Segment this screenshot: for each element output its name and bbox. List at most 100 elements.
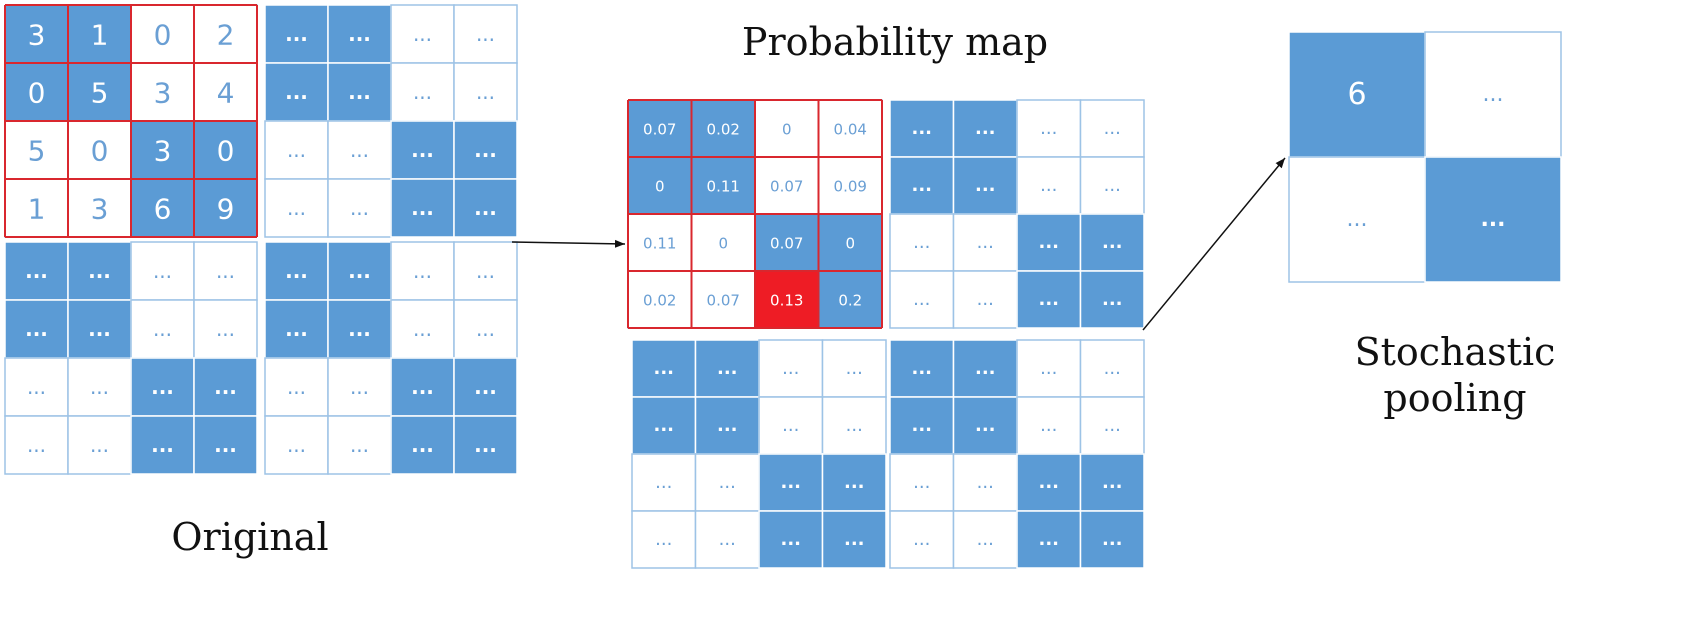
grid-cell	[453, 299, 518, 359]
pooled-cell	[1288, 156, 1426, 283]
placeholder-dots: ...	[90, 375, 109, 399]
pooled-cell	[1424, 156, 1562, 283]
placeholder-dots: ...	[153, 317, 172, 341]
probability-block: ........................................…	[631, 339, 887, 569]
placeholder-dots: ...	[151, 433, 174, 457]
cell-value: 0	[655, 178, 665, 196]
grid-cell	[758, 453, 824, 512]
grid-cell	[390, 178, 455, 238]
placeholder-dots: ...	[653, 358, 674, 379]
placeholder-dots: ...	[911, 118, 932, 139]
grid-cell	[390, 415, 455, 475]
grid-cell	[821, 510, 887, 569]
grid-cell	[327, 62, 392, 122]
cell-value: 3	[154, 77, 172, 110]
placeholder-dots: ...	[1038, 529, 1059, 550]
grid-cell	[627, 270, 693, 329]
cell-value: 4	[217, 77, 235, 110]
placeholder-dots: ...	[413, 259, 432, 283]
placeholder-dots: ...	[1102, 289, 1123, 310]
grid-cell	[67, 357, 132, 417]
grid-cell	[453, 178, 518, 238]
arrows	[511, 157, 1286, 331]
placeholder-dots: ...	[476, 80, 495, 104]
cell-value: 0.07	[707, 292, 740, 310]
placeholder-dots: ...	[1483, 82, 1504, 107]
placeholder-dots: ...	[913, 232, 930, 253]
placeholder-dots: ...	[350, 375, 369, 399]
cell-value: 0	[718, 235, 728, 253]
placeholder-dots: ...	[719, 472, 736, 493]
cell-value: 0.2	[838, 292, 862, 310]
placeholder-dots: ...	[844, 529, 865, 550]
placeholder-dots: ...	[25, 317, 48, 341]
original-block: ........................................…	[264, 4, 518, 238]
arrow-original-to-probability	[511, 239, 626, 248]
placeholder-dots: ...	[27, 433, 46, 457]
placeholder-dots: ...	[1104, 118, 1121, 139]
placeholder-dots: ...	[348, 259, 371, 283]
grid-cell	[453, 4, 518, 64]
cell-value: 3	[154, 135, 172, 168]
placeholder-dots: ...	[975, 175, 996, 196]
placeholder-dots: ...	[655, 529, 672, 550]
placeholder-dots: ...	[348, 22, 371, 46]
grid-cell	[1079, 213, 1145, 272]
grid-cell	[758, 510, 824, 569]
placeholder-dots: ...	[350, 433, 369, 457]
grid-cell	[694, 510, 760, 569]
grid-cell	[1079, 339, 1145, 398]
grid-cell	[952, 213, 1018, 272]
stochastic-pooling-caption: Stochastic pooling	[1354, 330, 1556, 420]
grid-cell	[4, 299, 69, 359]
placeholder-dots: ...	[977, 232, 994, 253]
grid-cell	[390, 241, 455, 301]
placeholder-dots: ...	[1040, 358, 1057, 379]
original-caption: Original	[171, 515, 329, 559]
grid-cell	[627, 99, 693, 158]
grid-cell	[264, 62, 329, 122]
grid-cell	[889, 270, 955, 329]
placeholder-dots: ...	[287, 433, 306, 457]
placeholder-dots: ...	[88, 259, 111, 283]
placeholder-dots: ...	[977, 529, 994, 550]
placeholder-dots: ...	[1480, 207, 1505, 232]
placeholder-dots: ...	[285, 259, 308, 283]
original-block: ........................................…	[264, 241, 518, 475]
placeholder-dots: ...	[476, 22, 495, 46]
cell-value: 3	[91, 193, 109, 226]
placeholder-dots: ...	[1038, 289, 1059, 310]
grid-cell	[889, 510, 955, 569]
grid-cell	[952, 510, 1018, 569]
placeholder-dots: ...	[844, 472, 865, 493]
grid-cell	[193, 241, 258, 301]
placeholder-dots: ...	[474, 138, 497, 162]
placeholder-dots: ...	[413, 317, 432, 341]
grid-cell	[889, 339, 955, 398]
cell-value: 5	[91, 77, 109, 110]
placeholder-dots: ...	[780, 472, 801, 493]
grid-cell	[327, 120, 392, 180]
grid-cell	[1016, 396, 1082, 455]
cell-value: 0.07	[770, 178, 803, 196]
grid-cell	[130, 357, 195, 417]
placeholder-dots: ...	[1038, 472, 1059, 493]
placeholder-dots: ...	[653, 415, 674, 436]
placeholder-dots: ...	[411, 375, 434, 399]
cell-value: 0	[91, 135, 109, 168]
placeholder-dots: ...	[717, 358, 738, 379]
grid-cell	[1016, 510, 1082, 569]
grid-cell	[67, 415, 132, 475]
cell-value: 0.11	[707, 178, 740, 196]
grid-cell	[264, 357, 329, 417]
grid-cell	[1016, 453, 1082, 512]
grid-cell	[1016, 99, 1082, 158]
cell-value: 0	[845, 235, 855, 253]
placeholder-dots: ...	[1040, 175, 1057, 196]
pooled-value: 6	[1347, 77, 1366, 112]
placeholder-dots: ...	[1040, 415, 1057, 436]
placeholder-dots: ...	[782, 358, 799, 379]
grid-cell	[821, 453, 887, 512]
placeholder-dots: ...	[655, 472, 672, 493]
placeholder-dots: ...	[88, 317, 111, 341]
